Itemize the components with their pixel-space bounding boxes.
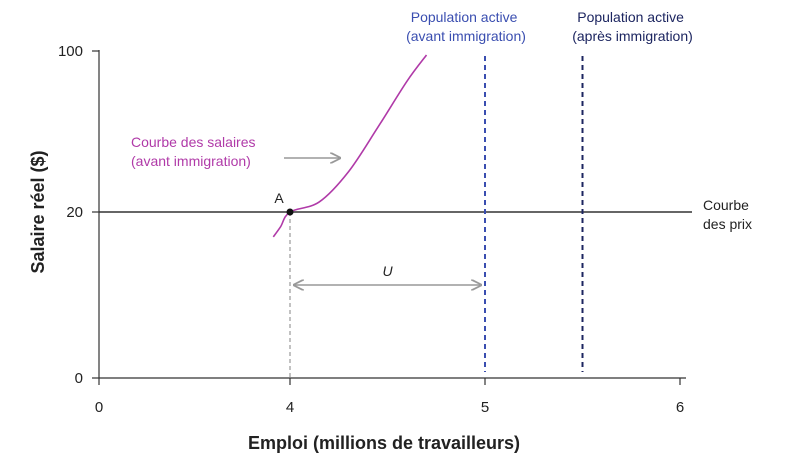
y-tick-label: 100: [58, 43, 83, 60]
x-tick-label: 5: [481, 399, 489, 416]
wage-curve-label: Courbe des salaires (avant immigration): [131, 134, 259, 169]
x-axis-title: Emploi (millions de travailleurs): [248, 433, 520, 453]
point-a-marker: [286, 208, 294, 216]
price-curve-label: Courbe des prix: [703, 197, 753, 232]
wage-curve-label-line-2: (avant immigration): [131, 153, 251, 169]
point-a-label: A: [274, 190, 284, 206]
wage-curve-label-line-1: Courbe des salaires: [131, 134, 256, 150]
x-tick-label: 4: [286, 399, 294, 416]
y-tick-label: 0: [75, 370, 83, 387]
y-axis-ticks: 0 20 100: [58, 43, 99, 387]
price-curve-label-line-2: des prix: [703, 216, 752, 232]
labour-force-before-label: Population active (avant immigration): [406, 9, 526, 44]
y-axis-title: Salaire réel ($): [28, 150, 48, 273]
x-tick-label: 0: [95, 399, 103, 416]
labour-force-after-label-line-1: Population active: [577, 9, 684, 25]
y-tick-label: 20: [66, 204, 83, 221]
labour-force-after-label: Population active (après immigration): [572, 9, 693, 44]
x-tick-label: 6: [676, 399, 684, 416]
labour-force-before-label-line-2: (avant immigration): [406, 28, 526, 44]
wage-curve: [272, 54, 428, 238]
labour-force-before-label-line-1: Population active: [411, 9, 518, 25]
unemployment-label: U: [382, 263, 393, 279]
price-curve-label-line-1: Courbe: [703, 197, 749, 213]
labour-force-after-label-line-2: (après immigration): [572, 28, 693, 44]
x-axis-ticks: 0 4 5 6: [95, 378, 684, 416]
